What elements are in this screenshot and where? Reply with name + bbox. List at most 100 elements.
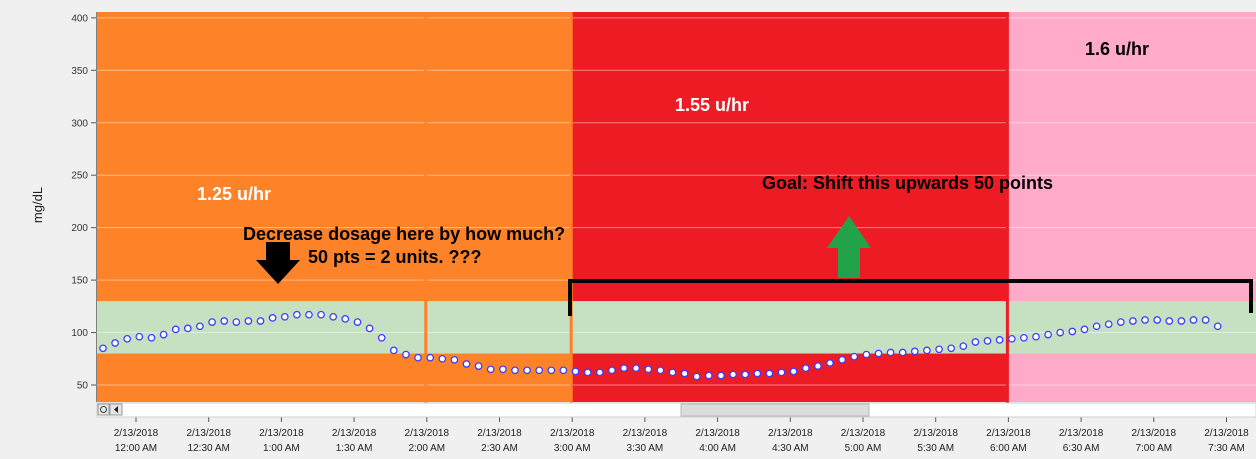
- data-point: [135, 332, 144, 341]
- data-point: [1020, 333, 1028, 342]
- data-point: [1141, 316, 1149, 324]
- data-point: [329, 312, 338, 321]
- x-tick-date: 2/13/2018: [1204, 428, 1249, 439]
- x-tick-time: 4:00 AM: [699, 443, 736, 454]
- data-point: [438, 354, 447, 363]
- x-tick-time: 6:30 AM: [1063, 443, 1100, 454]
- x-tick-time: 2:00 AM: [408, 443, 445, 454]
- data-point: [583, 368, 592, 377]
- x-tick-time: 5:30 AM: [917, 443, 954, 454]
- x-tick-date: 2/13/2018: [623, 428, 668, 439]
- data-point: [971, 338, 980, 346]
- y-tick-label: 250: [71, 171, 88, 182]
- data-point: [280, 312, 289, 321]
- x-tick-date: 2/13/2018: [913, 428, 958, 439]
- data-point: [450, 355, 459, 364]
- plot-area: [97, 12, 1256, 402]
- data-point: [414, 353, 422, 362]
- data-point: [220, 317, 229, 325]
- data-point: [923, 346, 931, 355]
- data-point: [196, 322, 204, 331]
- x-tick-date: 2/13/2018: [841, 428, 886, 439]
- x-tick-time: 1:00 AM: [263, 443, 300, 454]
- data-point: [1092, 322, 1101, 331]
- data-point: [1189, 316, 1198, 324]
- basal-rate-label-1: 1.25 u/hr: [197, 184, 271, 204]
- data-point: [753, 369, 762, 378]
- data-point: [814, 362, 822, 370]
- data-point: [632, 364, 640, 373]
- scrollbar-thumb[interactable]: [680, 403, 870, 417]
- data-point: [99, 344, 107, 353]
- data-point: [608, 366, 616, 375]
- data-point: [268, 314, 277, 322]
- horizontal-scrollbar[interactable]: [96, 402, 1256, 418]
- segment-boundaries: [424, 12, 1009, 404]
- data-point: [1056, 328, 1065, 337]
- decrease-annotation-line2: 50 pts = 2 units. ???: [308, 247, 482, 267]
- data-point: [729, 370, 737, 379]
- data-point: [111, 339, 119, 347]
- data-point: [244, 317, 253, 325]
- data-point: [547, 366, 556, 375]
- data-point: [886, 348, 895, 357]
- basal-rate-label-2: 1.55 u/hr: [675, 95, 749, 115]
- zoom-reset-button[interactable]: [97, 403, 110, 416]
- y-axis-label: mg/dL: [30, 187, 45, 223]
- y-tick-label: 350: [71, 66, 88, 77]
- data-point: [499, 365, 507, 374]
- data-point: [171, 325, 180, 334]
- annotations: 1.25 u/hr 1.55 u/hr 1.6 u/hr Decrease do…: [197, 39, 1253, 316]
- up-arrow-icon: [827, 216, 871, 278]
- data-point: [353, 318, 362, 326]
- x-tick-time: 7:00 AM: [1135, 443, 1172, 454]
- data-point: [935, 345, 943, 354]
- x-tick-time: 3:00 AM: [554, 443, 591, 454]
- target-range-band: [97, 301, 1256, 354]
- x-tick-date: 2/13/2018: [114, 428, 159, 439]
- x-tick-time: 4:30 AM: [772, 443, 809, 454]
- data-point: [486, 365, 495, 374]
- data-point: [874, 349, 883, 358]
- data-point: [898, 348, 907, 357]
- data-point: [692, 372, 701, 381]
- scroll-left-icon: [114, 406, 118, 413]
- data-point: [789, 367, 798, 376]
- grid-lines: [97, 17, 1256, 386]
- x-axis: 2/13/2018 12:00 AM 2/13/2018 12:30 AM 2/13/2…: [114, 417, 1249, 454]
- x-tick-date: 2/13/2018: [1059, 428, 1104, 439]
- data-point: [947, 344, 956, 353]
- data-point: [232, 318, 241, 326]
- x-tick-date: 2/13/2018: [332, 428, 377, 439]
- data-point: [402, 350, 410, 359]
- data-point: [559, 366, 568, 375]
- data-point: [777, 368, 786, 377]
- x-tick-date: 2/13/2018: [405, 428, 450, 439]
- bracket-icon: [568, 279, 1253, 316]
- data-point: [523, 366, 531, 375]
- data-point: [1007, 334, 1016, 343]
- data-point: [426, 353, 435, 362]
- data-point: [717, 371, 725, 380]
- data-point: [377, 333, 386, 342]
- data-point: [1165, 317, 1174, 325]
- data-point: [341, 315, 350, 323]
- data-point: [680, 369, 689, 378]
- data-point: [1068, 327, 1077, 336]
- data-point: [1104, 320, 1113, 329]
- data-point: [765, 369, 774, 378]
- data-point: [1201, 316, 1210, 324]
- data-point: [1129, 317, 1137, 325]
- data-point: [995, 336, 1004, 344]
- x-tick-date: 2/13/2018: [1132, 428, 1177, 439]
- data-point: [862, 350, 871, 359]
- data-point: [123, 334, 132, 343]
- data-point: [571, 367, 580, 376]
- x-tick-time: 12:00 AM: [115, 443, 157, 454]
- data-point: [1213, 322, 1222, 331]
- y-tick-label: 100: [71, 328, 88, 339]
- data-point: [595, 368, 604, 377]
- data-point: [850, 352, 859, 361]
- data-point: [1177, 317, 1186, 325]
